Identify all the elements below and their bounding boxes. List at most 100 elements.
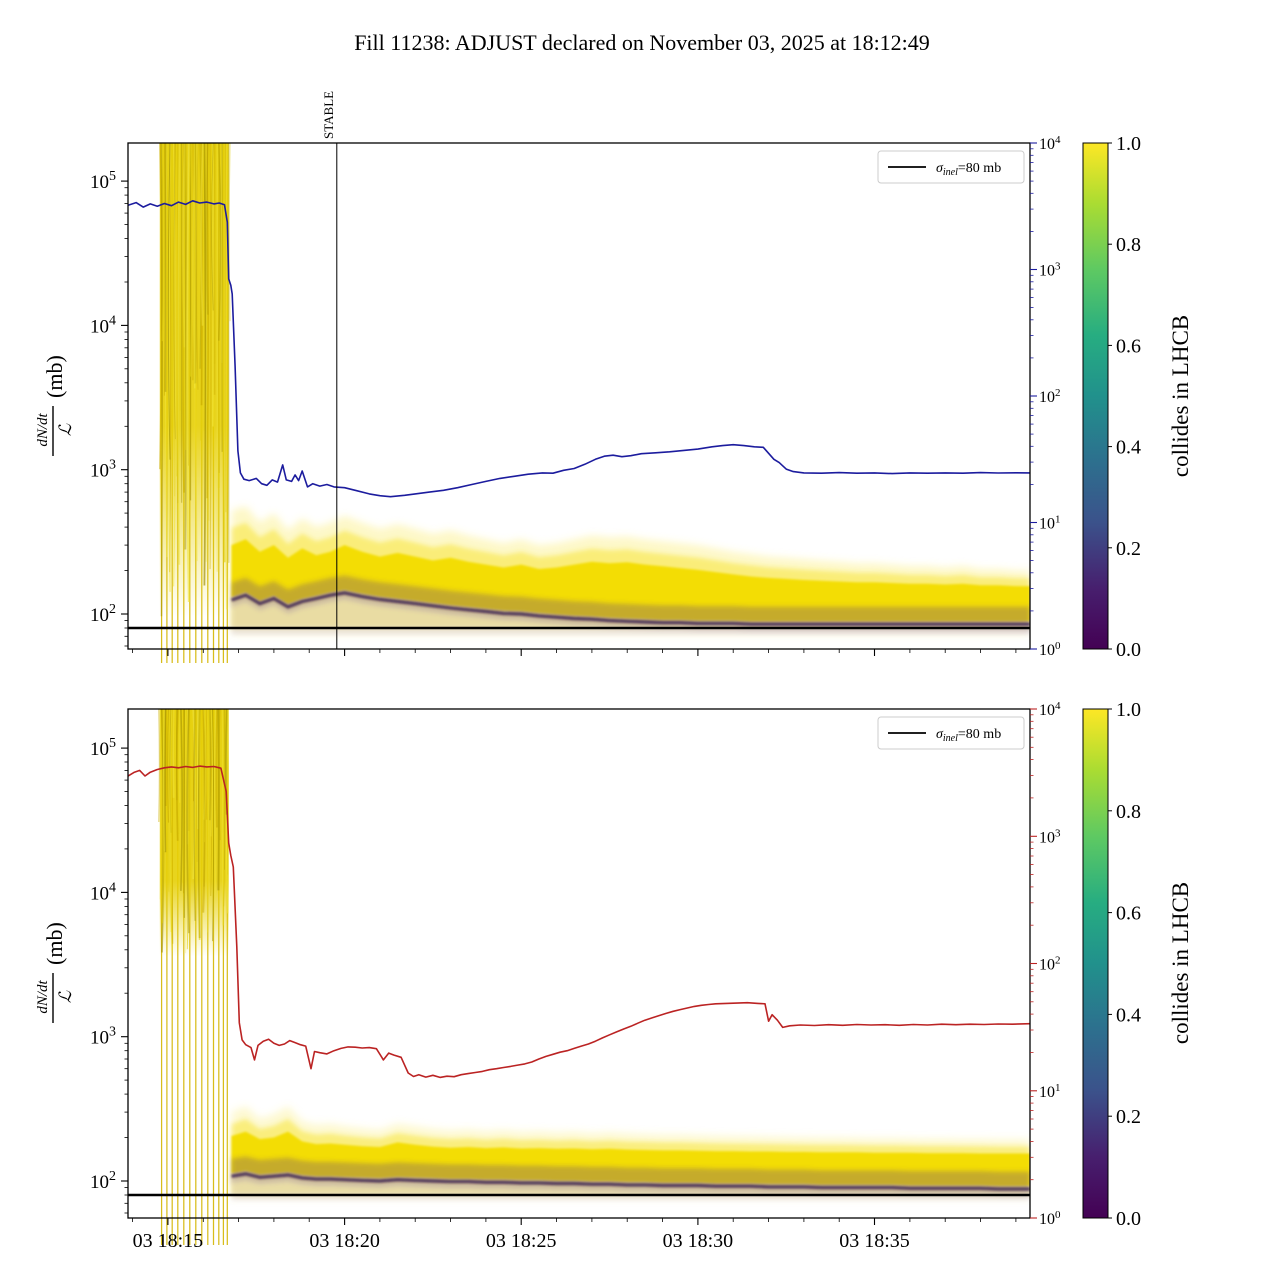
burst-streak [159,143,163,470]
burst-streak [161,143,165,342]
colorbar-frame [1082,708,1109,1219]
mantissa: 10 [1039,516,1055,533]
burst-streak [170,709,173,951]
colorbar-tick-label: 0.0 [1116,639,1141,661]
burst-streak [182,143,186,348]
burst-streak [215,709,218,828]
exponent: 4 [109,313,116,328]
sigma-subscript: inel [943,733,958,744]
exponent: 4 [109,880,116,895]
burst-streak [166,709,170,823]
burst-streak [188,143,192,377]
ylabel-numerator: dN/dt [35,412,51,446]
right-tick-label: 102 [1039,387,1061,406]
exponent: 2 [109,602,116,617]
exponent: 0 [1055,640,1061,652]
mantissa: 10 [90,883,109,904]
burst-streak [192,143,196,389]
sigma-value: =80 mb [958,727,1001,742]
burst-streak [210,709,213,897]
burst-streak [194,143,198,384]
burst-streak [162,709,165,924]
sigma-symbol: σ [936,727,944,742]
colorbar-tick-label: 0.6 [1116,335,1141,357]
burst-streak [164,709,167,853]
burst-streak [209,143,212,570]
exponent: 1 [1055,1082,1061,1094]
burst-streak [207,709,209,933]
colorbar-gradient [1083,709,1108,1218]
mantissa: 10 [90,461,109,482]
band-purple-ridge [231,1172,1030,1191]
burst-streak [167,143,171,460]
mantissa: 10 [1039,263,1055,280]
burst-streak [171,709,174,944]
x-axis-ticks [132,649,1017,656]
burst-streak [205,709,208,820]
burst-streak [173,143,176,440]
ylabel-unit: (mb) [42,355,67,398]
y-tick-label: 102 [90,602,116,626]
y-tick-label: 102 [90,1169,116,1193]
mantissa: 10 [90,1172,109,1193]
burst-streak [207,143,210,521]
x-tick-label: 03 18:15 [133,1230,204,1252]
ylabel-numerator: dN/dt [35,979,51,1013]
burst-streak [183,709,185,894]
burst-streak [217,709,221,841]
exponent: 0 [1055,1209,1061,1221]
colorbar-tick-label: 0.8 [1116,801,1141,823]
exponent: 3 [1055,827,1061,839]
burst-streak [169,143,172,573]
burst-streak [207,709,210,799]
burst-streak [214,709,217,898]
colorbar-tick-label: 0.8 [1116,234,1141,256]
colorbar-tick-label: 0.4 [1116,437,1141,459]
ylabel-unit: (mb) [42,922,67,965]
burst-streak [218,143,222,341]
burst-streak [195,143,199,390]
top-plot-area [159,143,1030,635]
sigma-value: =80 mb [958,161,1001,176]
right-tick-label: 101 [1039,1082,1061,1101]
legend-box [877,150,1025,184]
right-tick-label: 102 [1039,955,1061,974]
right-tick-label: 100 [1039,640,1061,659]
burst-streak [223,709,226,907]
mantissa: 10 [1039,957,1055,974]
exponent: 1 [1055,514,1061,526]
burst-streak [211,143,214,311]
burst-streak [227,709,229,875]
sigma-symbol: σ [936,161,944,176]
x-tick-label: 03 18:20 [309,1230,380,1252]
mantissa: 10 [90,739,109,760]
y-axis-label-bottom: dN/dt ℒ (mb) [35,922,75,1023]
ylabel-denominator: ℒ [56,423,75,436]
legend-bottom: σinel=80 mb [877,716,1025,750]
burst-streak [194,143,198,562]
burst-streak [222,143,226,563]
legend-top: σinel=80 mb [877,150,1025,184]
burst-streak [205,143,209,315]
burst-streak [162,709,166,852]
burst-streak [159,143,162,470]
y-tick-label: 105 [90,736,116,760]
colorbar-tick-label: 0.2 [1116,538,1141,560]
mantissa: 10 [1039,829,1055,846]
burst-streak [183,143,187,450]
right-tick-label: 104 [1039,134,1061,153]
colorbar-tick-label: 0.4 [1116,1004,1141,1026]
exponent: 3 [109,1025,116,1040]
burst-streak [186,709,190,934]
x-axis-ticks: 03 18:15 03 18:20 03 18:25 03 18:30 03 18:35 [132,1218,1017,1252]
colorbar-label-top: collides in LHCB [1168,315,1193,477]
mantissa: 10 [1039,389,1055,406]
right-tick-label: 100 [1039,1209,1061,1228]
burst-streak [210,709,214,837]
mantissa: 10 [1039,642,1055,659]
exponent: 5 [109,169,116,184]
mantissa: 10 [1039,136,1055,153]
